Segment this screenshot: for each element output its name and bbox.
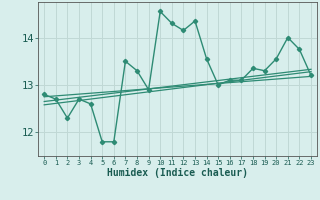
X-axis label: Humidex (Indice chaleur): Humidex (Indice chaleur) [107, 168, 248, 178]
